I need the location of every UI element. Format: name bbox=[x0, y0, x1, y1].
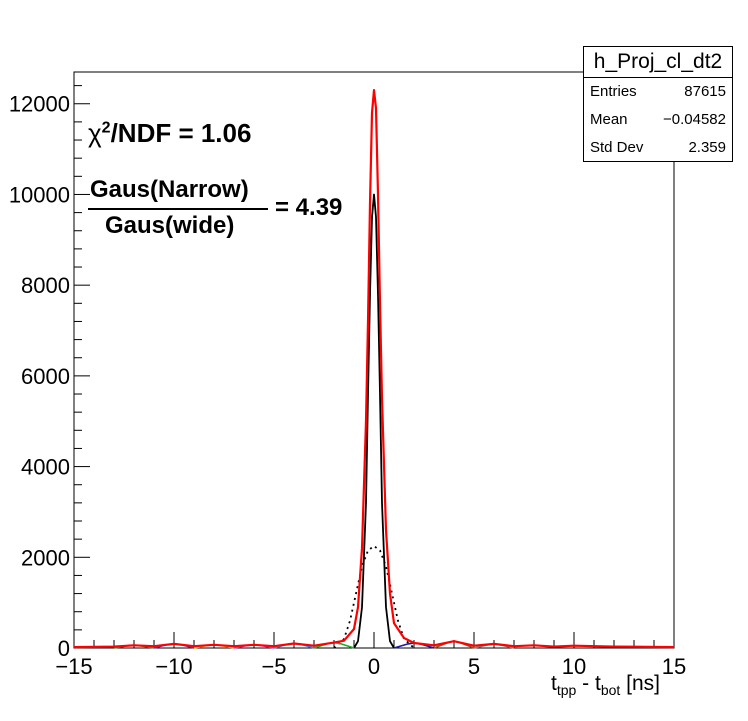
stats-label: Mean bbox=[590, 111, 628, 128]
stats-title: h_Proj_cl_dt2 bbox=[584, 47, 732, 78]
y-tick-label: 8000 bbox=[21, 273, 70, 298]
stats-box: h_Proj_cl_dt2 Entries 87615 Mean −0.0458… bbox=[583, 46, 733, 162]
ratio-denominator: Gaus(wide) bbox=[105, 212, 235, 239]
x-tick-label: 5 bbox=[468, 654, 480, 679]
ratio-value: = 4.39 bbox=[275, 194, 343, 221]
fraction-bar bbox=[88, 208, 268, 210]
chi2-annotation: χ2/NDF = 1.06 bbox=[88, 118, 251, 149]
chi-symbol: χ bbox=[88, 118, 102, 148]
y-tick-label: 12000 bbox=[9, 92, 70, 117]
ratio-numerator: Gaus(Narrow) bbox=[90, 176, 249, 203]
y-tick-label: 10000 bbox=[9, 182, 70, 207]
stats-value: −0.04582 bbox=[663, 111, 726, 128]
x-tick-label: −10 bbox=[155, 654, 192, 679]
x-tick-label: 10 bbox=[562, 654, 586, 679]
y-tick-label: 4000 bbox=[21, 455, 70, 480]
y-tick-label: 2000 bbox=[21, 545, 70, 570]
x-label-mid: - t bbox=[576, 672, 601, 695]
y-tick-label: 6000 bbox=[21, 364, 70, 389]
x-axis-label: ttpp - tbot [ns] bbox=[551, 672, 660, 698]
x-tick-label: 15 bbox=[662, 654, 686, 679]
chi-superscript: 2 bbox=[101, 119, 111, 137]
x-tick-label: 0 bbox=[368, 654, 380, 679]
stats-value: 87615 bbox=[684, 83, 726, 100]
x-label-unit: [ns] bbox=[620, 672, 660, 695]
series-line-2 bbox=[333, 545, 415, 649]
stats-value: 2.359 bbox=[688, 139, 726, 156]
x-tick-label: −5 bbox=[261, 654, 286, 679]
series-line-0 bbox=[73, 89, 675, 649]
series-line-1 bbox=[353, 193, 395, 649]
y-tick-label: 0 bbox=[58, 636, 70, 661]
stats-label: Entries bbox=[590, 83, 637, 100]
stats-label: Std Dev bbox=[590, 139, 644, 156]
x-tick-label: −15 bbox=[55, 654, 92, 679]
x-label-sub-bot: bot bbox=[600, 682, 621, 699]
chi2-value: /NDF = 1.06 bbox=[110, 118, 252, 148]
x-label-t: t bbox=[551, 672, 557, 695]
x-label-sub-tpp: tpp bbox=[556, 682, 577, 699]
